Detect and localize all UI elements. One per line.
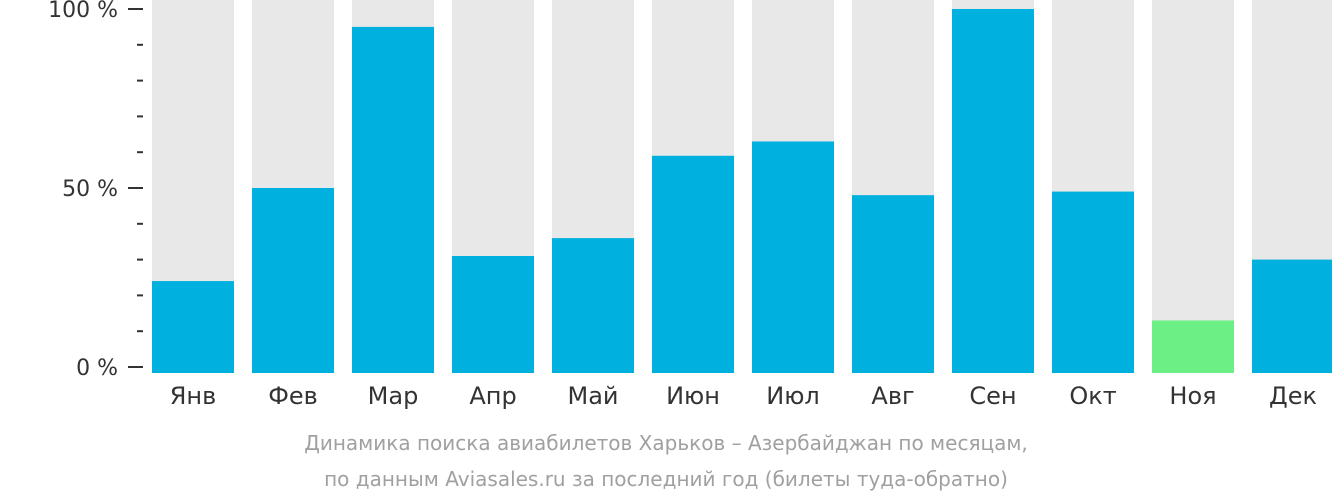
x-tick-label: Ноя xyxy=(1169,382,1216,410)
x-tick-label: Июл xyxy=(766,382,820,410)
chart-caption-line2: по данным Aviasales.ru за последний год … xyxy=(324,467,1008,491)
bar xyxy=(352,26,434,374)
bar xyxy=(152,281,234,373)
x-tick-label: Авг xyxy=(871,382,914,410)
x-tick-label: Дек xyxy=(1269,382,1317,410)
x-tick-label: Апр xyxy=(469,382,516,410)
x-tick-label: Окт xyxy=(1069,382,1116,410)
bar xyxy=(752,141,834,373)
x-tick-label: Мар xyxy=(368,382,419,410)
bar xyxy=(1052,191,1134,373)
x-tick-label: Май xyxy=(567,382,618,410)
y-tick-label: 100 % xyxy=(48,0,118,23)
bar xyxy=(952,9,1034,373)
bar xyxy=(1152,320,1234,373)
chart-caption-line1: Динамика поиска авиабилетов Харьков – Аз… xyxy=(304,431,1028,455)
x-tick-label: Янв xyxy=(170,382,217,410)
bar-chart: Янв Фев Мар Апр Май Июн Июл Авг Сен Окт Ноя Дек 0 % 5… xyxy=(48,0,1332,410)
bar xyxy=(252,188,334,373)
bar-track xyxy=(1152,0,1234,373)
x-tick-label: Фев xyxy=(268,382,318,410)
bar xyxy=(652,155,734,373)
bar xyxy=(452,256,534,373)
x-tick-label: Июн xyxy=(666,382,720,410)
bar xyxy=(1252,259,1332,373)
y-tick-label: 0 % xyxy=(76,356,118,381)
y-tick-label: 50 % xyxy=(62,177,118,202)
bar xyxy=(552,238,634,373)
bar xyxy=(852,195,934,373)
x-tick-label: Сен xyxy=(969,382,1016,410)
